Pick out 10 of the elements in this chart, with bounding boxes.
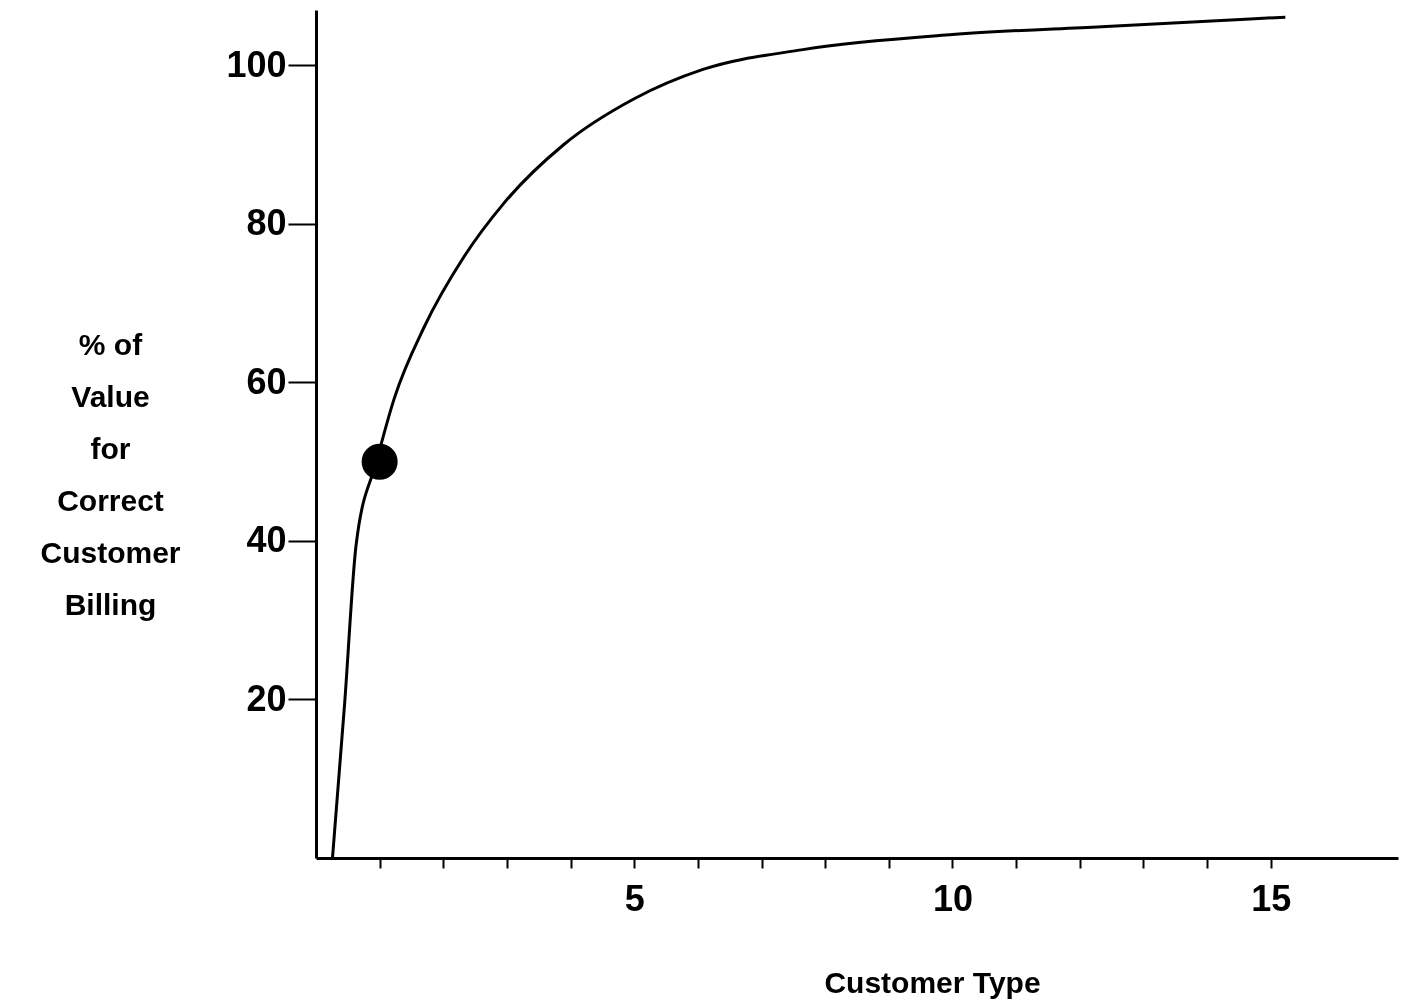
y-tick-label: 20 [246,678,287,719]
y-tick-label: 60 [246,360,287,402]
x-tick-label: 10 [932,877,973,919]
y-tick-label: 40 [246,519,287,561]
y-tick-label: 100 [226,43,287,85]
y-axis-title: % of Value for Correct Customer Billing [40,327,181,621]
x-axis-title: Customer Type [824,965,1041,999]
x-tick-label: 5 [624,877,645,919]
y-tick-label: 80 [246,202,287,244]
x-tick-label: 15 [1251,877,1292,919]
